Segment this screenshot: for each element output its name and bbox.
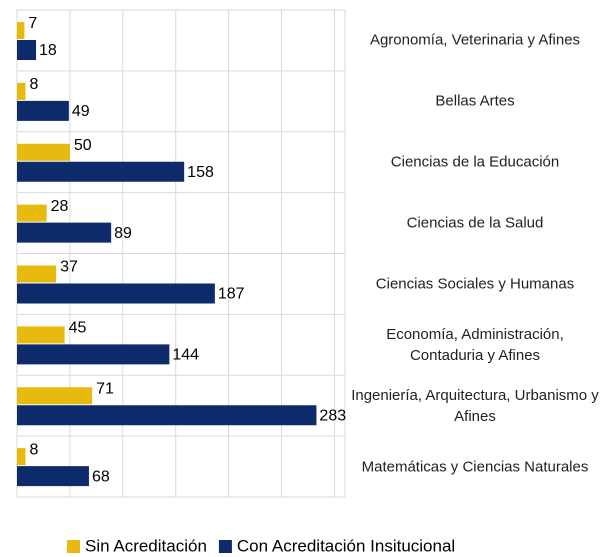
category-label: Agronomía, Veterinaria y Afines	[369, 31, 581, 49]
value-label: 187	[218, 286, 245, 303]
value-label: 8	[29, 76, 38, 93]
value-label: 8	[29, 441, 38, 458]
category-label: Ingeniería, Arquitectura, Urbanismo y Af…	[351, 386, 599, 425]
value-label: 18	[39, 42, 57, 59]
value-label: 89	[114, 225, 132, 242]
plot-frame	[16, 9, 346, 498]
bar	[17, 448, 26, 466]
category-label: Ciencias Sociales y Humanas	[375, 275, 575, 293]
value-label: 50	[74, 137, 92, 154]
bar	[17, 326, 65, 344]
value-label: 49	[72, 103, 90, 120]
category-label: Matemáticas y Ciencias Naturales	[361, 458, 589, 476]
value-label: 158	[187, 164, 214, 181]
bar	[17, 222, 112, 243]
bar	[17, 344, 170, 365]
category-label: Ciencias de la Salud	[406, 214, 544, 232]
bar	[17, 22, 25, 39]
value-label: 28	[51, 198, 69, 215]
value-label: 144	[172, 347, 199, 364]
bar	[17, 204, 47, 222]
bar	[17, 265, 57, 283]
bar	[17, 100, 69, 121]
value-label: 283	[319, 407, 346, 424]
bar	[17, 161, 185, 182]
bar	[17, 466, 89, 487]
value-label: 68	[92, 468, 110, 485]
category-label: Economía, Administración, Contaduria y A…	[386, 325, 564, 364]
bar	[17, 405, 317, 426]
legend-label: Sin Acreditación	[85, 536, 207, 555]
bar	[17, 82, 26, 100]
legend-label: Con Acreditación Insitucional	[237, 536, 455, 555]
legend-swatch	[67, 540, 80, 553]
value-label: 7	[28, 15, 37, 32]
value-label: 37	[60, 259, 78, 276]
legend-swatch	[218, 540, 232, 553]
bar	[17, 283, 215, 304]
bar	[17, 143, 70, 161]
category-label: Bellas Artes	[435, 92, 515, 110]
value-label: 45	[69, 320, 87, 337]
category-label: Ciencias de la Educación	[390, 153, 560, 171]
bar	[17, 387, 93, 405]
value-label: 71	[96, 380, 114, 397]
bar	[17, 40, 37, 60]
